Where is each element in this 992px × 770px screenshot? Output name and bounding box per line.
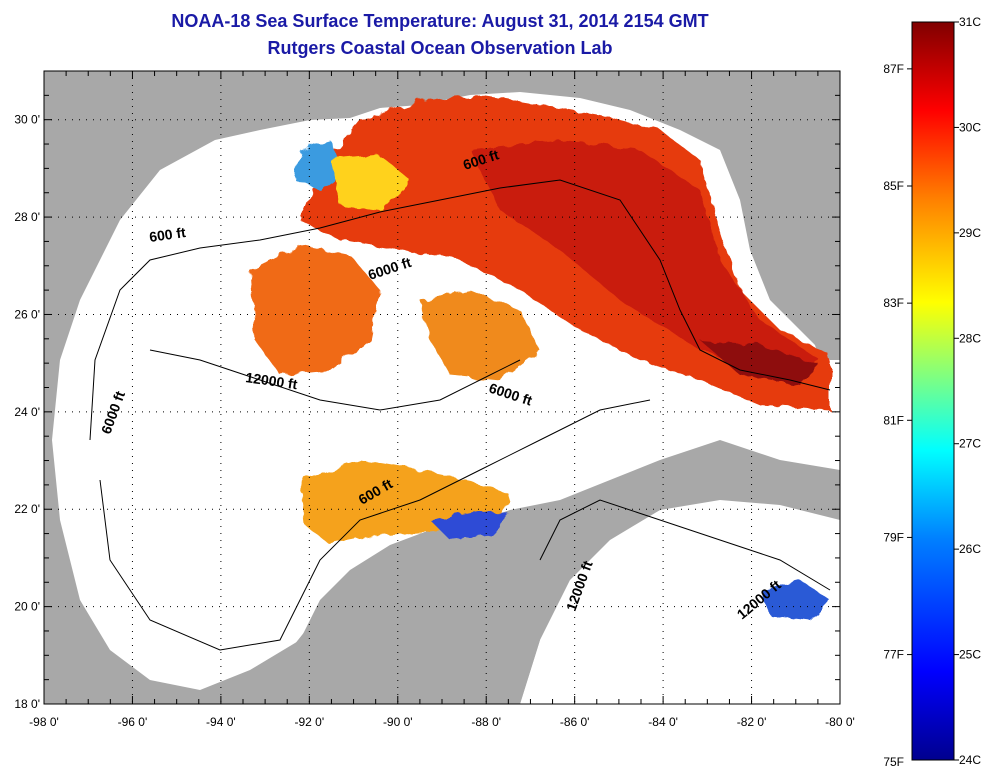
latitude-tick-label: 26 0'	[14, 307, 40, 321]
fahrenheit-label: 75F	[883, 755, 904, 769]
celsius-label: 29C	[959, 226, 981, 240]
map-subtitle: Rutgers Coastal Ocean Observation Lab	[267, 38, 613, 58]
fahrenheit-label: 77F	[883, 648, 904, 662]
yucatan-landmass	[290, 530, 540, 704]
sst-data-field	[250, 95, 830, 620]
celsius-label: 26C	[959, 542, 981, 556]
celsius-label: 30C	[959, 120, 981, 134]
latitude-tick-label: 24 0'	[14, 405, 40, 419]
contour-label: 12000 ft	[245, 369, 299, 392]
celsius-label: 31C	[959, 15, 981, 29]
cuba-landmass	[600, 462, 840, 530]
latitude-tick-label: 28 0'	[14, 210, 40, 224]
celsius-label: 28C	[959, 331, 981, 345]
longitude-tick-label: -98 0'	[29, 715, 59, 729]
frame-ticks	[43, 70, 841, 705]
fahrenheit-label: 85F	[883, 179, 904, 193]
fahrenheit-label: 79F	[883, 530, 904, 544]
graticule	[44, 71, 840, 704]
caribbean-water	[520, 500, 840, 704]
latitude-tick-label: 30 0'	[14, 113, 40, 127]
longitude-tick-label: -94 0'	[206, 715, 236, 729]
longitude-tick-label: -84 0'	[648, 715, 678, 729]
longitude-tick-label: -96 0'	[118, 715, 148, 729]
bathymetry-contours	[89, 179, 831, 651]
fahrenheit-label: 87F	[883, 62, 904, 76]
fahrenheit-label: 83F	[883, 296, 904, 310]
longitude-tick-label: -82 0'	[737, 715, 767, 729]
celsius-label: 25C	[959, 648, 981, 662]
longitude-tick-label: -90 0'	[383, 715, 413, 729]
longitude-tick-label: -86 0'	[560, 715, 590, 729]
latitude-tick-label: 22 0'	[14, 502, 40, 516]
celsius-label: 24C	[959, 753, 981, 767]
celsius-label: 27C	[959, 437, 981, 451]
longitude-tick-label: -92 0'	[295, 715, 325, 729]
map-title: NOAA-18 Sea Surface Temperature: August …	[171, 11, 709, 31]
fahrenheit-label: 81F	[883, 413, 904, 427]
longitude-tick-label: -88 0'	[471, 715, 501, 729]
colorbar	[911, 21, 955, 761]
florida-landmass	[760, 71, 840, 360]
latitude-tick-label: 20 0'	[14, 600, 40, 614]
latitude-tick-label: 18 0'	[14, 697, 40, 711]
contour-label: 600 ft	[148, 224, 187, 245]
longitude-tick-label: -80 0'	[825, 715, 855, 729]
